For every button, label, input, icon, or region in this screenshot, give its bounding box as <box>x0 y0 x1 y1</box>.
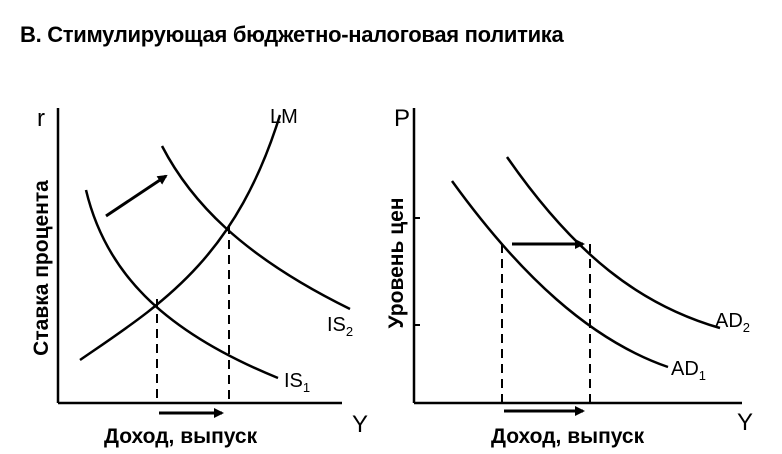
left-y-axis-symbol: r <box>37 105 45 132</box>
is-shift-arrow <box>105 174 168 218</box>
figure-heading: В. Стимулирующая бюджетно-налоговая поли… <box>20 22 564 47</box>
right-y-axis-title: Уровень цен <box>385 198 408 329</box>
ad1-label: AD1 <box>671 358 706 383</box>
is1-label: IS1 <box>284 370 310 395</box>
right-y-axis-symbol: P <box>394 105 410 132</box>
lm-curve <box>79 114 282 362</box>
ad1-curve <box>450 180 669 369</box>
right-x-axis-symbol: Y <box>737 409 753 436</box>
right-x-axis-title: Доход, выпуск <box>491 425 645 448</box>
is1-curve <box>84 189 279 380</box>
ad2-curve <box>505 156 721 330</box>
lm-label: LM <box>270 106 298 128</box>
ad-panel: P Y Уровень цен Доход, выпуск AD1 AD2 <box>385 105 753 448</box>
ad2-label: AD2 <box>715 310 750 335</box>
is2-curve <box>160 145 351 311</box>
left-y-axis-title: Ставка процента <box>30 180 53 356</box>
is-lm-panel: r Y Ставка процента Доход, выпуск LM IS1… <box>30 105 368 448</box>
left-x-axis-symbol: Y <box>352 411 368 438</box>
is2-label: IS2 <box>327 314 353 339</box>
left-x-axis-title: Доход, выпуск <box>104 425 258 448</box>
